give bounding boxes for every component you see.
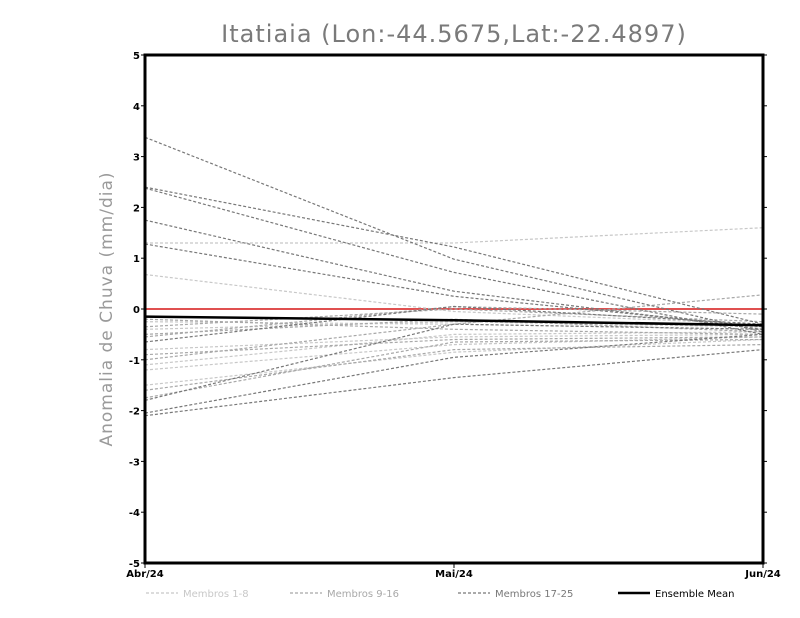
series-line-group-3-member-2 bbox=[144, 186, 764, 325]
series-line-group-1-member-3 bbox=[145, 227, 764, 244]
legend-label-2: Membros 9-16 bbox=[327, 589, 399, 600]
series-line-group-2-member-1 bbox=[144, 308, 764, 328]
series-line-group-3-member-6 bbox=[144, 349, 764, 417]
y-tick-label: 2 bbox=[133, 203, 140, 214]
series-line-group-3-member-5 bbox=[144, 243, 764, 328]
y-tick-label: 1 bbox=[133, 254, 140, 265]
y-tick-label: -2 bbox=[129, 407, 140, 418]
series-line-group-2-member-6 bbox=[144, 338, 764, 399]
chart-title: Itatiaia (Lon:-44.5675,Lat:-22.4897) bbox=[221, 20, 687, 48]
series-line-group-1-member-5 bbox=[144, 331, 764, 366]
series-line-group-1-member-1 bbox=[144, 273, 764, 325]
series-line-group-2-member-8 bbox=[144, 318, 764, 335]
legend-label-1: Membros 1-8 bbox=[183, 589, 249, 600]
y-tick-label: 4 bbox=[133, 102, 140, 113]
series-line-group-1-member-4 bbox=[144, 333, 764, 351]
series-line-group-2-member-3 bbox=[144, 336, 764, 356]
y-tick-label: -3 bbox=[129, 457, 140, 468]
y-tick-label: 5 bbox=[133, 51, 140, 62]
y-tick-label: 0 bbox=[133, 305, 140, 316]
ensemble-mean-line bbox=[144, 315, 764, 327]
series-line-group-3-member-1 bbox=[144, 136, 764, 333]
y-tick-label: -5 bbox=[129, 559, 140, 570]
series-line-group-3-member-8 bbox=[144, 323, 764, 401]
series-line-group-3-member-4 bbox=[144, 219, 764, 330]
series-line-group-1-member-8 bbox=[144, 321, 764, 330]
series-line-group-1-member-6 bbox=[144, 336, 764, 371]
legend: Membros 1-8 Membros 9-16 Membros 17-25 Ense… bbox=[146, 589, 734, 600]
y-tick-label: 3 bbox=[133, 153, 140, 164]
y-tick-label: -4 bbox=[129, 508, 140, 519]
legend-label-4: Ensemble Mean bbox=[655, 589, 734, 600]
series-line-group-2-member-2 bbox=[144, 318, 764, 335]
x-tick-label: Jun/24 bbox=[744, 569, 781, 580]
series-line-group-3-member-7 bbox=[144, 333, 764, 414]
legend-label-3: Membros 17-25 bbox=[495, 589, 573, 600]
series-line-group-3-member-3 bbox=[144, 187, 764, 335]
series-line-group-1-member-7 bbox=[144, 338, 764, 386]
series-line-group-3-member-9 bbox=[144, 305, 764, 343]
x-tick-label: Mai/24 bbox=[435, 569, 473, 580]
series-line-group-2-member-5 bbox=[144, 344, 764, 391]
y-axis-label: Anomalia de Chuva (mm/dia) bbox=[97, 171, 117, 446]
y-tick-label: -1 bbox=[129, 356, 140, 367]
x-tick-label: Abr/24 bbox=[126, 569, 163, 580]
series-layer bbox=[144, 136, 764, 417]
series-line-group-2-member-4 bbox=[144, 294, 764, 361]
